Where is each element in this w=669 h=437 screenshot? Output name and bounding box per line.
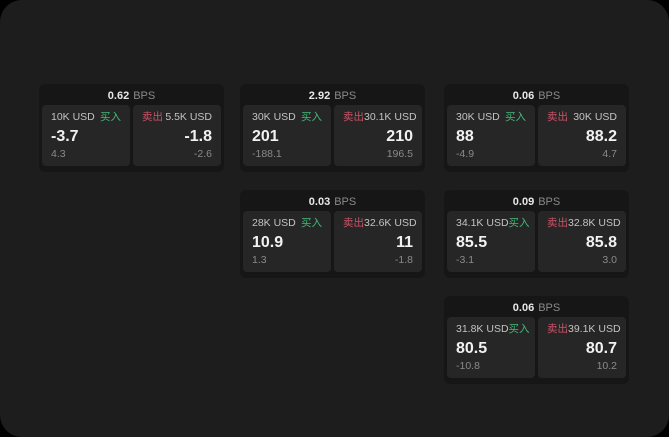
buy-delta: -188.1	[252, 148, 282, 160]
sell-side-label: 卖出	[547, 111, 568, 123]
bps-spread-header: 2.92 BPS	[243, 87, 422, 105]
buy-delta: -4.9	[456, 148, 475, 160]
buy-amount: 30K USD	[252, 111, 296, 123]
buy-price: 201	[252, 127, 279, 145]
bps-unit-label: BPS	[538, 302, 561, 314]
sell-delta: 3.0	[602, 254, 617, 266]
sell-side-label: 卖出	[547, 217, 568, 229]
sell-delta: 196.5	[386, 148, 413, 160]
quote-card-5: 0.09 BPS 34.1K USD 买入 85.5 -3.1 卖出 32.8K…	[444, 190, 629, 278]
buy-side-label: 买入	[508, 217, 530, 229]
buy-side-label: 买入	[301, 217, 322, 229]
sell-quote-panel[interactable]: 卖出 30.1K USD 210 196.5	[334, 105, 422, 166]
bps-value: 0.06	[512, 302, 535, 314]
sell-price: 80.7	[585, 339, 617, 357]
buy-price: 85.5	[456, 233, 488, 251]
bps-unit-label: BPS	[334, 90, 357, 102]
buy-amount: 10K USD	[51, 111, 95, 123]
buy-amount: 31.8K USD	[456, 323, 509, 335]
bps-unit-label: BPS	[334, 196, 357, 208]
bps-value: 0.06	[512, 90, 535, 102]
sell-amount: 30.1K USD	[364, 111, 417, 123]
buy-price: -3.7	[51, 127, 79, 145]
bps-spread-header: 0.62 BPS	[42, 87, 221, 105]
bps-spread-header: 0.03 BPS	[243, 193, 422, 211]
quote-card-3: 0.06 BPS 30K USD 买入 88 -4.9 卖出 30K USD 8…	[444, 84, 629, 172]
quote-card-2: 2.92 BPS 30K USD 买入 201 -188.1 卖出 30.1K …	[240, 84, 425, 172]
buy-amount: 28K USD	[252, 217, 296, 229]
bps-value: 0.62	[107, 90, 130, 102]
buy-delta: 4.3	[51, 148, 66, 160]
sell-price: 11	[396, 233, 413, 251]
quote-card-6: 0.06 BPS 31.8K USD 买入 80.5 -10.8 卖出 39.1…	[444, 296, 629, 384]
sell-price: 85.8	[585, 233, 617, 251]
bps-unit-label: BPS	[538, 90, 561, 102]
sell-delta: 10.2	[596, 360, 617, 372]
sell-side-label: 卖出	[343, 111, 364, 123]
buy-side-label: 买入	[505, 111, 526, 123]
sell-price: 88.2	[585, 127, 617, 145]
sell-amount: 32.8K USD	[568, 217, 621, 229]
sell-side-label: 卖出	[142, 111, 163, 123]
sell-delta: 4.7	[602, 148, 617, 160]
buy-price: 88	[456, 127, 474, 145]
buy-amount: 30K USD	[456, 111, 500, 123]
buy-quote-panel[interactable]: 28K USD 买入 10.9 1.3	[243, 211, 331, 272]
sell-amount: 30K USD	[573, 111, 617, 123]
bps-spread-header: 0.06 BPS	[447, 87, 626, 105]
buy-quote-panel[interactable]: 10K USD 买入 -3.7 4.3	[42, 105, 130, 166]
buy-side-label: 买入	[100, 111, 121, 123]
sell-quote-panel[interactable]: 卖出 5.5K USD -1.8 -2.6	[133, 105, 221, 166]
buy-side-label: 买入	[301, 111, 322, 123]
sell-side-label: 卖出	[547, 323, 568, 335]
buy-price: 10.9	[252, 233, 284, 251]
buy-amount: 34.1K USD	[456, 217, 509, 229]
sell-delta: -2.6	[193, 148, 212, 160]
sell-delta: -1.8	[394, 254, 413, 266]
sell-price: 210	[386, 127, 413, 145]
bps-value: 0.03	[308, 196, 331, 208]
quote-card-4: 0.03 BPS 28K USD 买入 10.9 1.3 卖出 32.6K US…	[240, 190, 425, 278]
sell-price: -1.8	[184, 127, 212, 145]
quote-card-1: 0.62 BPS 10K USD 买入 -3.7 4.3 卖出 5.5K USD…	[39, 84, 224, 172]
buy-quote-panel[interactable]: 34.1K USD 买入 85.5 -3.1	[447, 211, 535, 272]
buy-delta: -3.1	[456, 254, 475, 266]
bps-unit-label: BPS	[133, 90, 156, 102]
buy-quote-panel[interactable]: 30K USD 买入 88 -4.9	[447, 105, 535, 166]
sell-quote-panel[interactable]: 卖出 30K USD 88.2 4.7	[538, 105, 626, 166]
sell-amount: 32.6K USD	[364, 217, 417, 229]
bps-value: 0.09	[512, 196, 535, 208]
sell-quote-panel[interactable]: 卖出 32.6K USD 11 -1.8	[334, 211, 422, 272]
sell-amount: 39.1K USD	[568, 323, 621, 335]
buy-delta: -10.8	[456, 360, 480, 372]
sell-quote-panel[interactable]: 卖出 39.1K USD 80.7 10.2	[538, 317, 626, 378]
buy-side-label: 买入	[508, 323, 530, 335]
buy-quote-panel[interactable]: 30K USD 买入 201 -188.1	[243, 105, 331, 166]
buy-quote-panel[interactable]: 31.8K USD 买入 80.5 -10.8	[447, 317, 535, 378]
bps-spread-header: 0.06 BPS	[447, 299, 626, 317]
bps-unit-label: BPS	[538, 196, 561, 208]
sell-amount: 5.5K USD	[165, 111, 212, 123]
sell-side-label: 卖出	[343, 217, 364, 229]
bps-value: 2.92	[308, 90, 331, 102]
bps-spread-header: 0.09 BPS	[447, 193, 626, 211]
buy-delta: 1.3	[252, 254, 267, 266]
buy-price: 80.5	[456, 339, 488, 357]
sell-quote-panel[interactable]: 卖出 32.8K USD 85.8 3.0	[538, 211, 626, 272]
